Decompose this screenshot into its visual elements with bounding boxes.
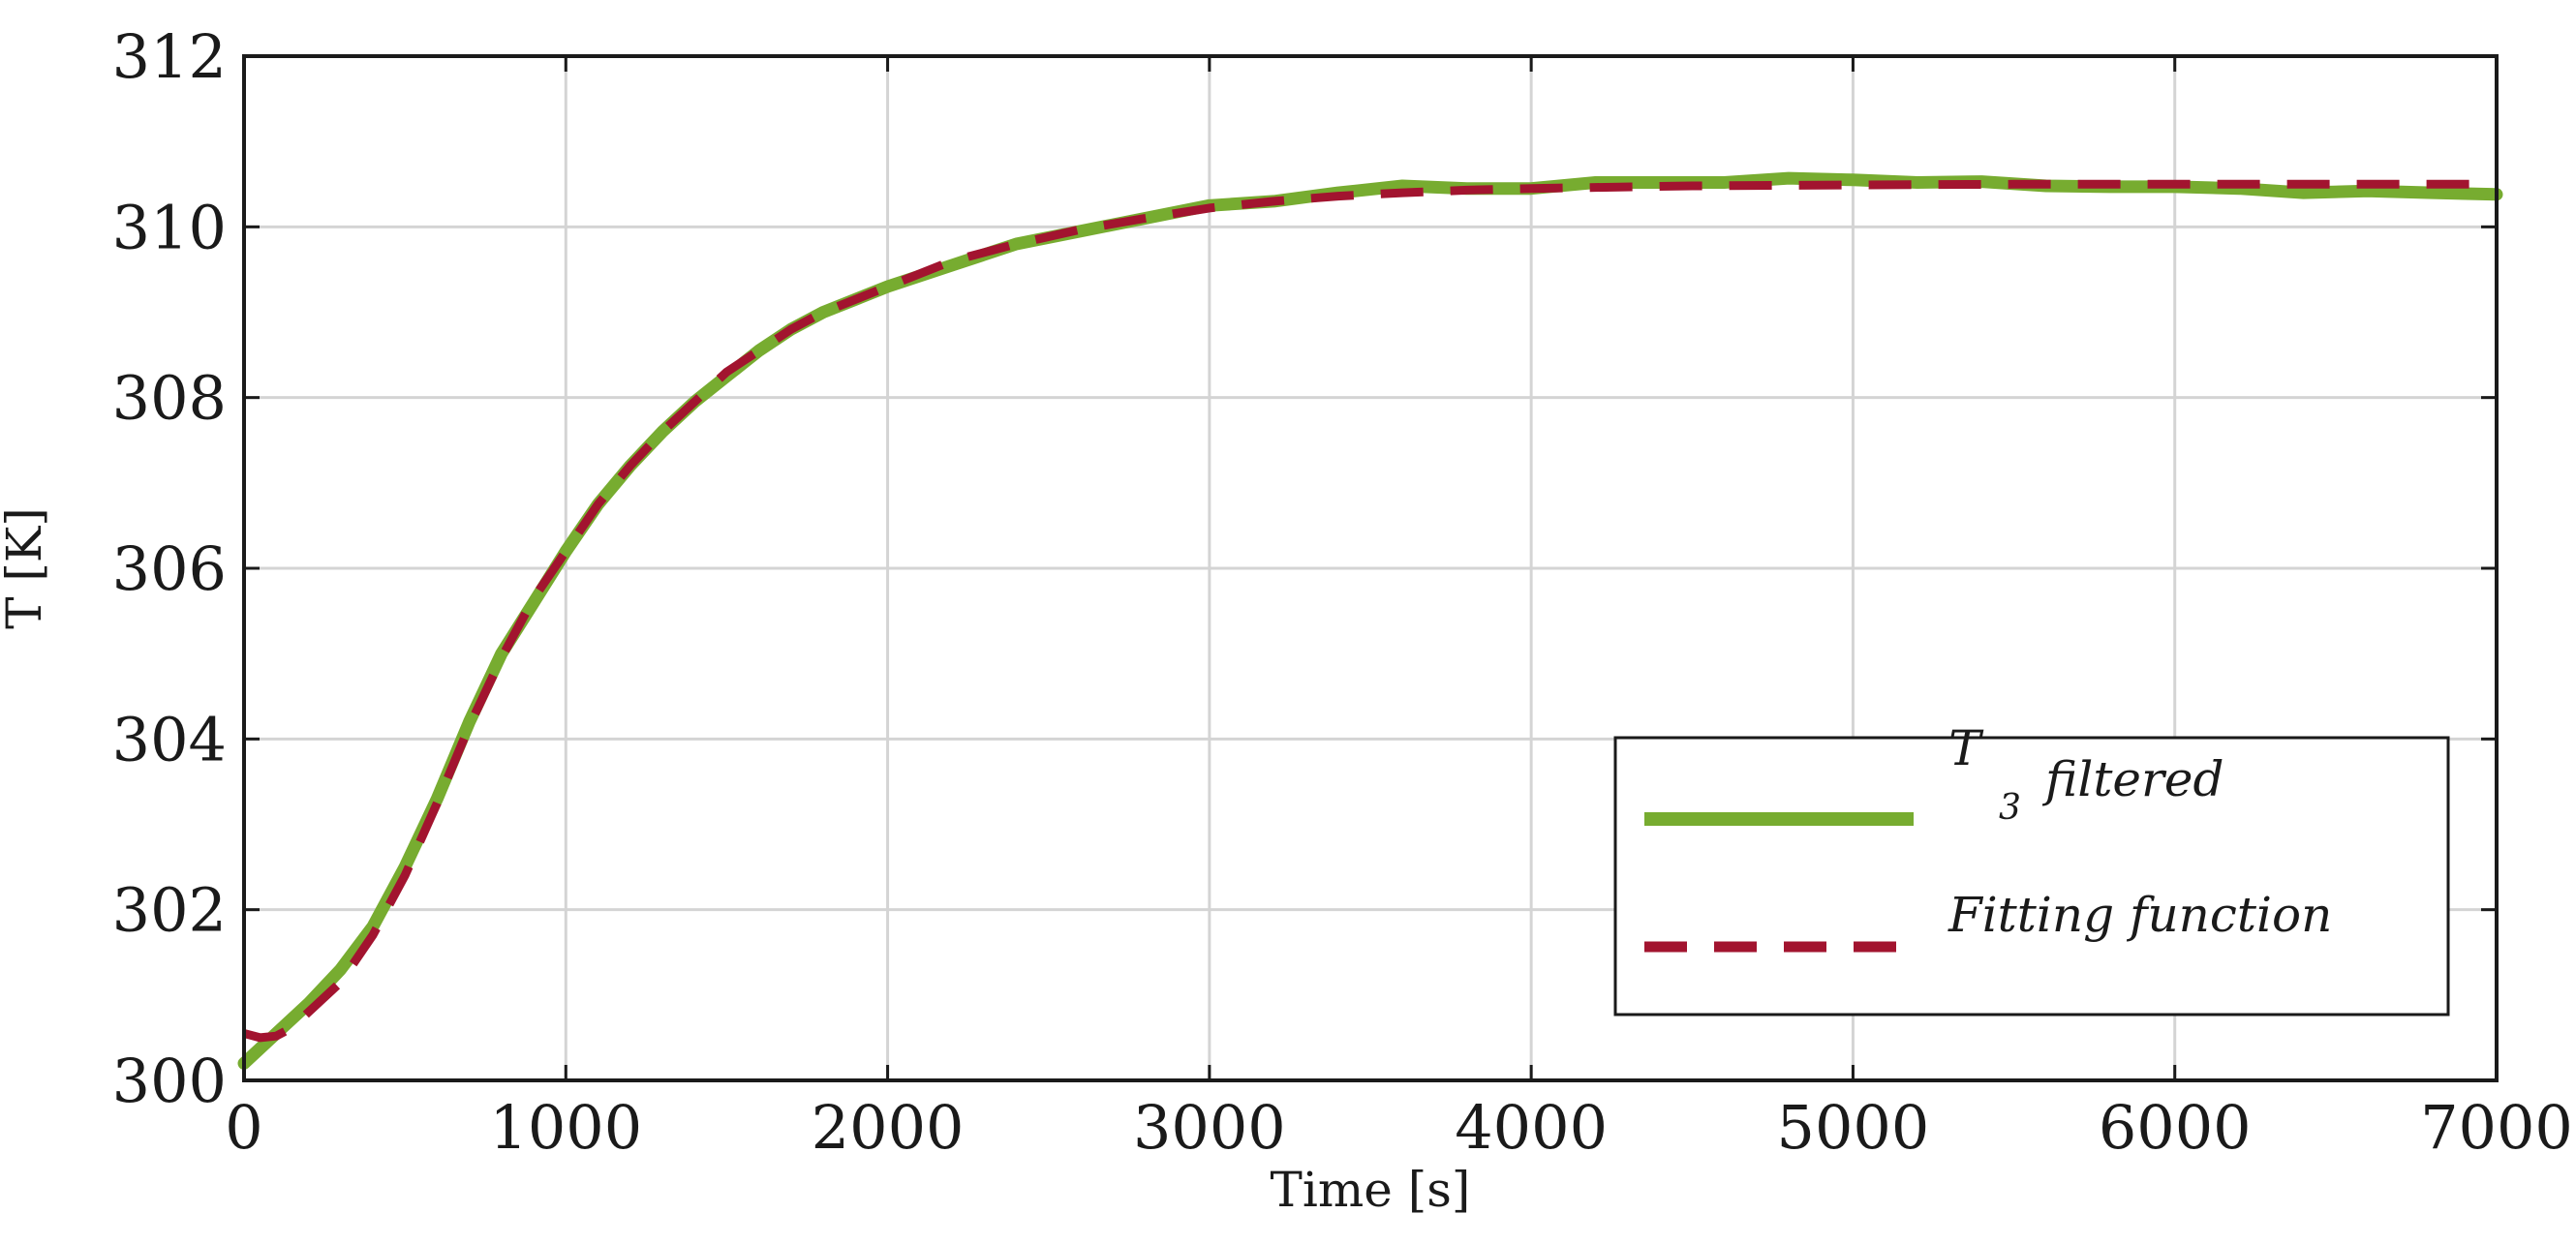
x-tick-label: 7000 [2420,1092,2573,1163]
x-tick-label: 3000 [1133,1092,1286,1163]
legend: T 3 filtered Fitting function [1613,720,2450,1016]
y-tick-label: 312 [112,21,227,92]
x-tick-label: 0 [225,1092,262,1163]
y-axis-label: T [K] [0,507,52,629]
legend-label-fitting-function: Fitting function [1947,887,2332,943]
series-lines [237,171,2503,1070]
x-tick-label: 2000 [812,1092,965,1163]
y-tick-label: 308 [112,363,227,434]
tick-labels: 0 1000 2000 3000 4000 5000 6000 7000 300 302 304 30… [112,21,2573,1163]
x-tick-label: 6000 [2099,1092,2252,1163]
x-axis-label: Time [s] [1271,1162,1471,1218]
x-tick-label: 5000 [1777,1092,1930,1163]
x-tick-label: 4000 [1455,1092,1608,1163]
axis-ticks [242,54,2499,1082]
y-tick-label: 306 [112,533,227,604]
series-line-fitting-function [242,179,2497,1043]
legend-box [1613,736,2450,1016]
y-tick-label: 304 [112,704,227,774]
x-tick-label: 1000 [489,1092,642,1163]
legend-label-t3-filtered: T 3 filtered [1948,720,2224,831]
y-tick-label: 310 [112,192,227,262]
y-tick-label: 300 [112,1046,227,1116]
y-tick-label: 302 [112,875,227,946]
